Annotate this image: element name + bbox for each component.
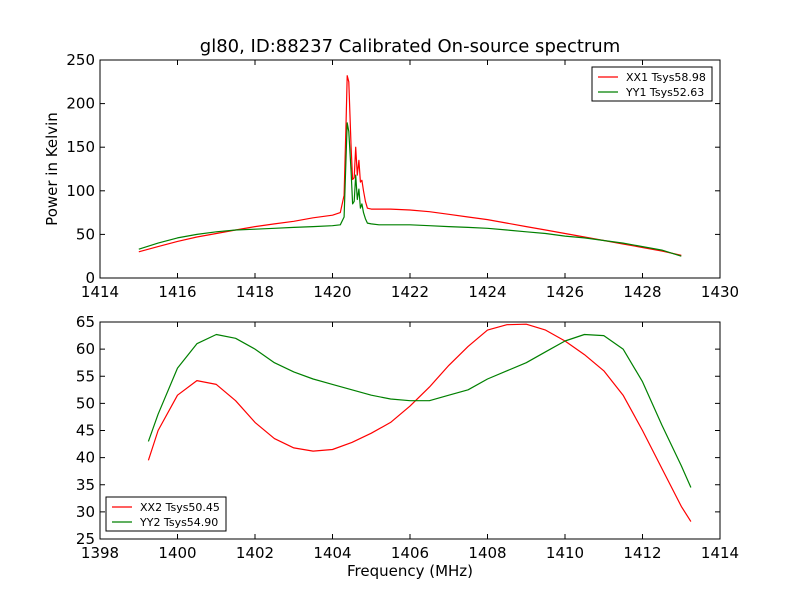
x-tick-label: 1404 bbox=[313, 544, 351, 562]
panel-bottom: 1398 1400 1402 1404 1406 1408 1410 1412 1414 25 30… bbox=[76, 313, 739, 580]
x-tick-label: 1412 bbox=[623, 544, 661, 562]
x-tick-label: 1424 bbox=[468, 283, 506, 301]
x-tick-label: 1406 bbox=[391, 544, 429, 562]
x-tick-label: 1402 bbox=[236, 544, 274, 562]
y-tick-label: 0 bbox=[85, 269, 95, 287]
y-tick-label: 55 bbox=[76, 367, 95, 385]
y-tick-label: 200 bbox=[66, 95, 95, 113]
y-tick-label: 50 bbox=[76, 394, 95, 412]
x-tick-label: 1416 bbox=[158, 283, 196, 301]
x-tick-label: 1420 bbox=[313, 283, 351, 301]
y-tick-label: 25 bbox=[76, 530, 95, 548]
y-tick-label: 35 bbox=[76, 476, 95, 494]
x-tick-label: 1414 bbox=[701, 544, 739, 562]
legend: XX2 Tsys50.45 YY2 Tsys54.90 bbox=[105, 496, 227, 532]
legend-box bbox=[591, 66, 713, 102]
legend-label: XX2 Tsys50.45 bbox=[140, 501, 220, 514]
x-tick-label: 1400 bbox=[158, 544, 196, 562]
y-tick-label: 100 bbox=[66, 182, 95, 200]
series-line-yy1 bbox=[138, 122, 682, 257]
series-line-xx2 bbox=[147, 323, 692, 522]
y-tick-label: 150 bbox=[66, 138, 95, 156]
x-tick-label: 1422 bbox=[391, 283, 429, 301]
chart-title: gl80, ID:88237 Calibrated On-source spec… bbox=[200, 36, 620, 57]
x-tick-label: 1430 bbox=[701, 283, 739, 301]
y-tick-label: 60 bbox=[76, 340, 95, 358]
x-tick-label: 1426 bbox=[546, 283, 584, 301]
y-tick-label: 65 bbox=[76, 313, 95, 331]
legend-box bbox=[105, 496, 227, 532]
x-axis-label: Frequency (MHz) bbox=[347, 562, 473, 580]
x-tick-label: 1408 bbox=[468, 544, 506, 562]
legend-label: YY2 Tsys54.90 bbox=[139, 516, 218, 529]
y-tick-label: 45 bbox=[76, 422, 95, 440]
y-tick-label: 250 bbox=[66, 51, 95, 69]
x-tick-label: 1410 bbox=[546, 544, 584, 562]
series-line-xx1 bbox=[138, 75, 682, 256]
x-tick-label: 1428 bbox=[623, 283, 661, 301]
legend-label: XX1 Tsys58.98 bbox=[626, 71, 706, 84]
y-axis-label: Power in Kelvin bbox=[43, 112, 61, 226]
y-tick-label: 50 bbox=[76, 225, 95, 243]
y-tick-label: 40 bbox=[76, 449, 95, 467]
legend-label: YY1 Tsys52.63 bbox=[625, 86, 704, 99]
x-tick-label: 1418 bbox=[236, 283, 274, 301]
legend: XX1 Tsys58.98 YY1 Tsys52.63 bbox=[591, 66, 713, 102]
panel-top: gl80, ID:88237 Calibrated On-source spec… bbox=[43, 36, 739, 301]
series-line-yy2 bbox=[147, 333, 692, 488]
x-tick-label: 1414 bbox=[81, 283, 119, 301]
y-tick-label: 30 bbox=[76, 503, 95, 521]
x-tick-label: 1398 bbox=[81, 544, 119, 562]
